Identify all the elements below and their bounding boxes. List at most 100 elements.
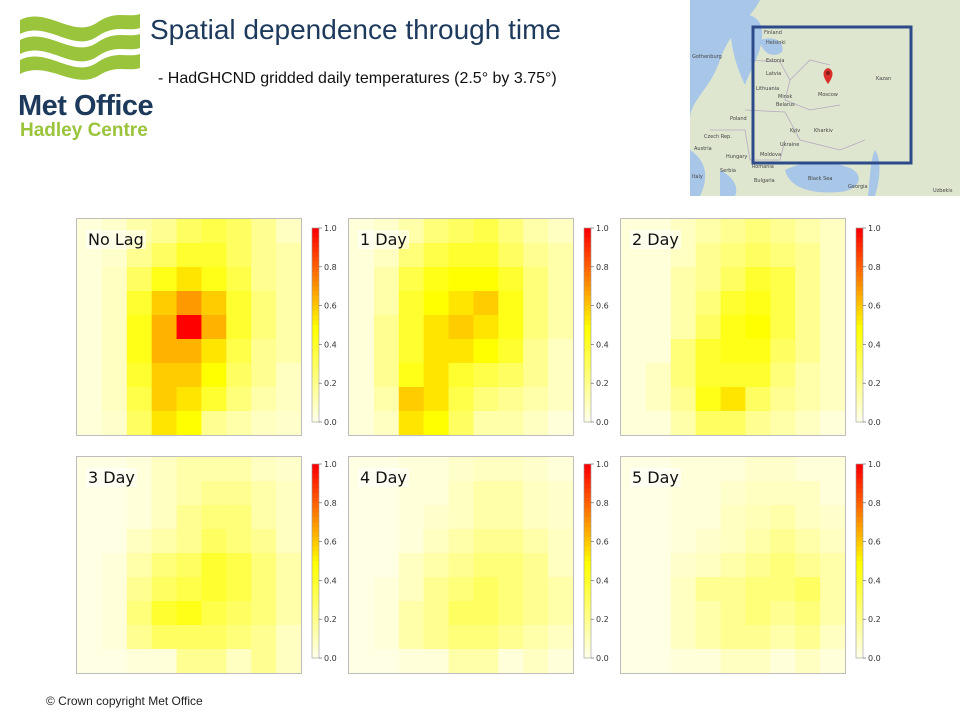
- heatmap-cell: [820, 363, 845, 388]
- colorbar-segment: [584, 464, 591, 470]
- heatmap-cell: [473, 505, 499, 530]
- heatmap-cell: [820, 529, 845, 554]
- heatmap-cell: [201, 219, 227, 244]
- heatmap-cell: [695, 577, 721, 602]
- colorbar-segment: [584, 565, 591, 572]
- heatmap-cell: [226, 553, 252, 578]
- colorbar-segment: [584, 286, 591, 292]
- heatmap-cell: [473, 219, 499, 244]
- colorbar: 0.0 0.2 0.4 0.6 0.8 1.0: [576, 458, 616, 668]
- colorbar-segment: [584, 228, 591, 234]
- heatmap-cell: [251, 411, 277, 435]
- heatmap-cell: [151, 553, 177, 578]
- colorbar-segment: [312, 507, 319, 513]
- heatmap-cell: [101, 601, 128, 626]
- colorbar-segment: [312, 247, 319, 253]
- heatmap-cell: [276, 291, 301, 316]
- heatmap-cell: [101, 315, 128, 340]
- colorbar-segment: [856, 392, 863, 399]
- heatmap-cell: [101, 505, 128, 530]
- heatmap-cell: [77, 577, 103, 602]
- heatmap-cell: [77, 339, 103, 364]
- heatmap-cell: [548, 505, 573, 530]
- heatmap-cell: [720, 387, 746, 412]
- colorbar-segment: [584, 271, 591, 277]
- heatmap-cell: [77, 505, 103, 530]
- heatmap-cell: [795, 291, 821, 316]
- map-label-20: Georgia: [848, 184, 868, 190]
- heatmap-cell: [548, 315, 573, 340]
- map-label-15: Hungary: [726, 154, 747, 160]
- heatmap-cell: [101, 411, 128, 435]
- heatmap-cell: [201, 291, 227, 316]
- heatmap-cell: [820, 291, 845, 316]
- colorbar-segment: [584, 325, 591, 331]
- heatmap-cell: [276, 363, 301, 388]
- heatmap-cell: [201, 339, 227, 364]
- heatmap-cell: [349, 601, 375, 626]
- colorbar-segment: [312, 232, 319, 239]
- heatmap-cell: [176, 553, 202, 578]
- heatmap-cell: [695, 267, 721, 292]
- map-label-16: Serbia: [720, 168, 736, 174]
- heatmap-cell: [498, 481, 524, 506]
- heatmap-cell: [126, 411, 153, 435]
- heatmap-cell: [621, 315, 647, 340]
- colorbar-segment: [856, 315, 863, 321]
- heatmap-cell: [176, 219, 202, 244]
- heatmap-cell: [645, 411, 672, 435]
- colorbar-segment: [584, 315, 591, 321]
- heatmap-grid: [620, 456, 846, 674]
- heatmap-cell: [151, 315, 177, 340]
- heatmap-cell: [720, 649, 746, 673]
- heatmap-cell: [398, 411, 425, 435]
- heatmap-cell: [448, 625, 474, 650]
- colorbar-tick-label: 1.0: [324, 460, 337, 469]
- colorbar: 0.0 0.2 0.4 0.6 0.8 1.0: [304, 458, 344, 668]
- colorbar-tick-label: 0.2: [596, 379, 609, 388]
- colorbar-segment: [584, 358, 591, 365]
- heatmap-cell: [373, 553, 400, 578]
- heatmap-cell: [695, 291, 721, 316]
- colorbar-segment: [856, 638, 863, 644]
- heatmap-cell: [795, 529, 821, 554]
- colorbar-tick-label: 0.4: [324, 340, 337, 349]
- heatmap-cell: [745, 601, 771, 626]
- heatmap-cell: [695, 387, 721, 412]
- heatmap-cell: [548, 291, 573, 316]
- heatmap-cell: [251, 577, 277, 602]
- heatmap-cell: [745, 315, 771, 340]
- colorbar-segment: [312, 590, 319, 596]
- heatmap-cell: [720, 411, 746, 435]
- colorbar-segment: [584, 483, 591, 489]
- colorbar-segment: [312, 653, 319, 659]
- heatmap-cell: [473, 553, 499, 578]
- heatmap-cell: [498, 411, 524, 435]
- heatmap-cell: [226, 481, 252, 506]
- heatmap-cell: [523, 387, 549, 412]
- colorbar-segment: [584, 305, 591, 311]
- heatmap-cell: [349, 553, 375, 578]
- heatmap-cell: [201, 411, 227, 435]
- page-title: Spatial dependence through time: [150, 14, 561, 45]
- colorbar-segment: [856, 237, 863, 244]
- colorbar-segment: [584, 412, 591, 418]
- heatmap-cell: [349, 363, 375, 388]
- colorbar-segment: [584, 536, 591, 543]
- heatmap-cell: [276, 505, 301, 530]
- colorbar-segment: [584, 363, 591, 370]
- heatmap-cell: [101, 649, 128, 673]
- heatmap-cell: [276, 339, 301, 364]
- heatmap-cell: [548, 553, 573, 578]
- heatmap-cell: [423, 505, 449, 530]
- colorbar: 0.0 0.2 0.4 0.6 0.8 1.0: [304, 222, 344, 432]
- heatmap-cell: [695, 625, 721, 650]
- heatmap-cell: [473, 457, 499, 482]
- colorbar-segment: [584, 295, 591, 302]
- heatmap-cell: [695, 529, 721, 554]
- colorbar-segment: [584, 339, 591, 345]
- heatmap-cell: [720, 553, 746, 578]
- colorbar-segment: [856, 653, 863, 659]
- map-label-1: Helsinki: [766, 40, 786, 46]
- colorbar-segment: [856, 643, 863, 649]
